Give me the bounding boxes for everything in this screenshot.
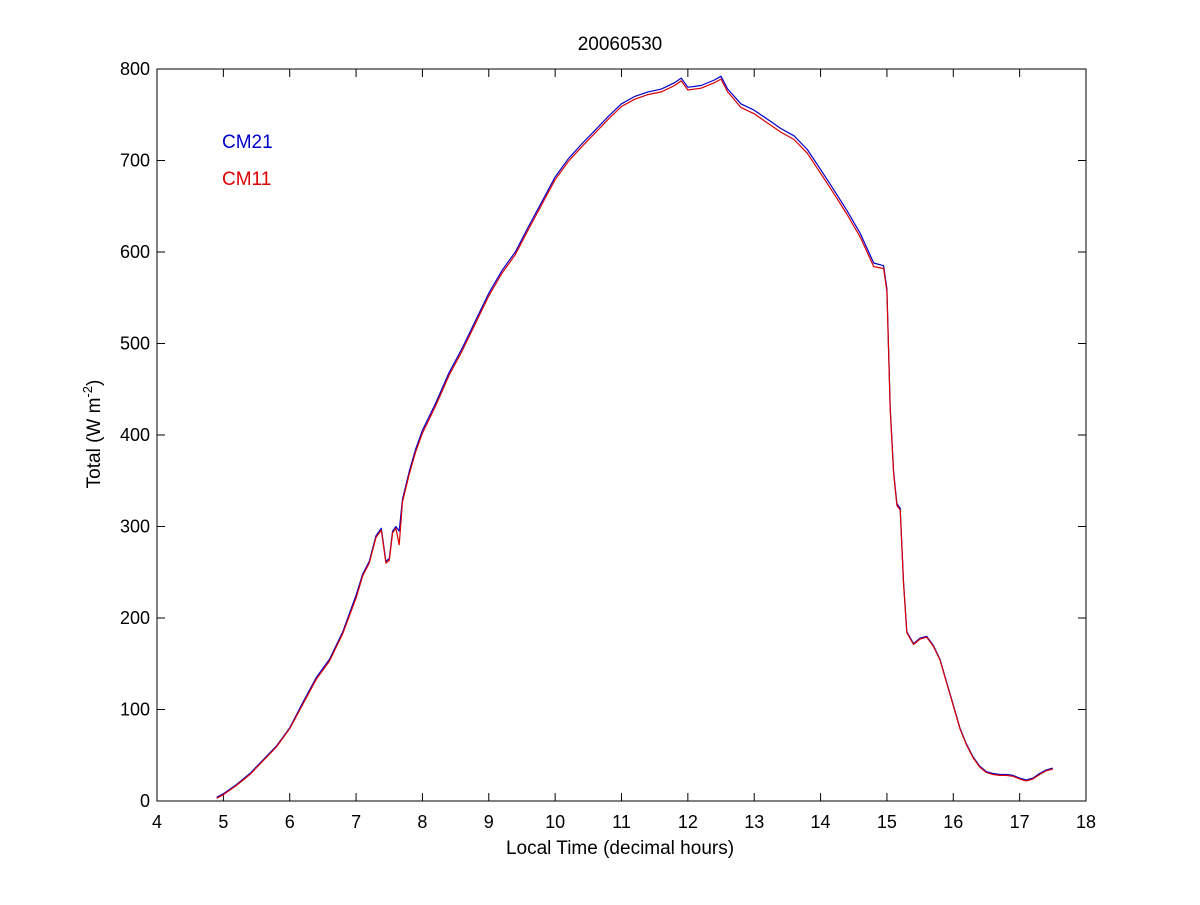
y-axis-label-close: ) [84,380,105,386]
x-tick-label: 5 [218,812,228,832]
legend-entry-cm11: CM11 [222,169,271,190]
x-tick-label: 17 [1010,812,1030,832]
plot-layer: 4 5 6 7 8 9 10 11 12 13 14 15 16 17 18 0 100 200 300 400 500… [120,59,1096,832]
x-tick-label: 7 [351,812,361,832]
y-tick-label: 500 [120,334,150,354]
y-tick-label: 300 [120,517,150,537]
chart-title: 20060530 [578,34,663,55]
y-tick-label: 100 [120,700,150,720]
y-tick-label: 200 [120,608,150,628]
x-tick-label: 6 [285,812,295,832]
x-tick-label: 9 [484,812,494,832]
x-tick-label: 14 [811,812,831,832]
y-tick-label: 700 [120,151,150,171]
x-tick-label: 13 [744,812,764,832]
x-tick-label: 4 [152,812,162,832]
x-tick-label: 15 [877,812,897,832]
y-tick-label: 0 [140,791,150,811]
y-axis-label-main: Total (W m [84,398,105,489]
legend-entry-cm21: CM21 [222,132,273,153]
y-axis-label: Total (W m-2) [80,380,105,489]
x-axis-label: Local Time (decimal hours) [506,838,734,859]
x-tick-label: 12 [678,812,698,832]
x-tick-label: 8 [417,812,427,832]
x-tick-label: 18 [1076,812,1096,832]
y-tick-label: 800 [120,59,150,79]
x-tick-label: 10 [545,812,565,832]
y-axis-label-superscript: -2 [80,386,95,398]
y-tick-label: 600 [120,242,150,262]
series-line-cm11 [216,78,1053,799]
y-tick-label: 400 [120,425,150,445]
x-tick-label: 16 [943,812,963,832]
plot-frame [156,68,1087,802]
x-tick-label: 11 [612,812,631,832]
